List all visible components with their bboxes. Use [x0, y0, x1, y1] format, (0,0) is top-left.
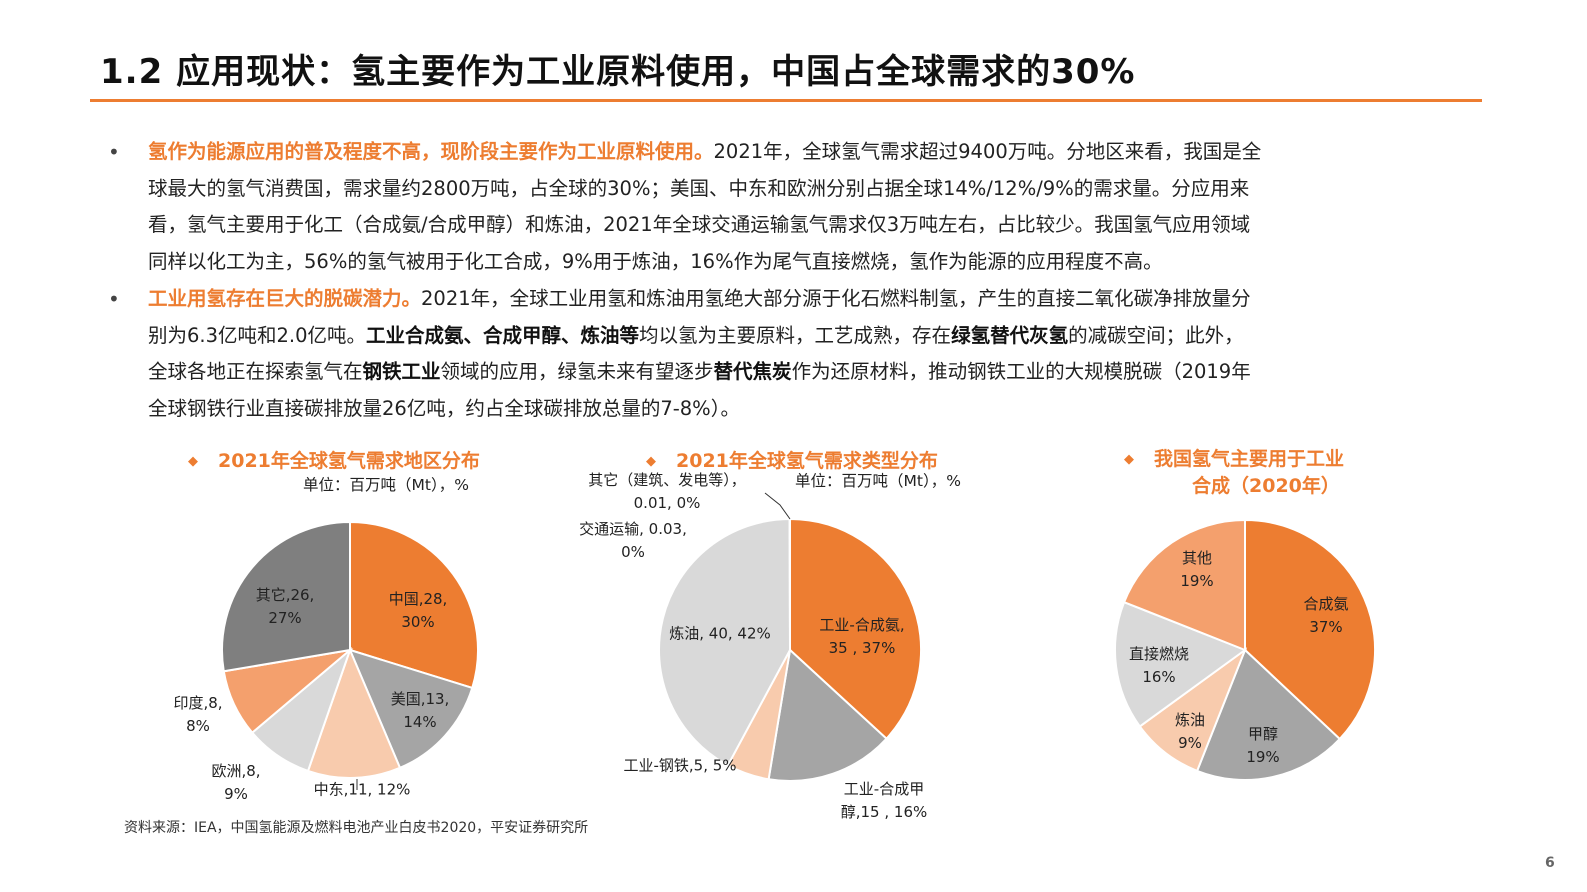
highlight-text: 工业用氢存在巨大的脱碳潜力。: [148, 287, 422, 310]
body-text: 的减碳空间；此外，: [1068, 323, 1244, 347]
body-text: 同样以化工为主，56%的氢气被用于化工合成，9%用于炼油，16%作为尾气直接燃烧…: [148, 249, 1163, 273]
slice-label: 炼油, 40, 42%: [669, 624, 771, 643]
paragraph-line: 全球各地正在探索氢气在钢铁工业领域的应用，绿氢未来有望逐步替代焦炭作为还原材料，…: [148, 354, 1438, 391]
diamond-icon: ◆: [188, 454, 198, 469]
slice-label: 工业-合成甲 醇,15 , 16%: [840, 780, 928, 821]
body-text: 全球钢铁行业直接碳排放量26亿吨，约占全球碳排放总量的7-8%）。: [148, 396, 740, 420]
slice-label: 炼油 9%: [1174, 711, 1206, 752]
chart3-title-wrap: ◆ 我国氢气主要用于工业 合成（2020年）: [1124, 446, 1344, 499]
slice-label: 其它,26, 27%: [255, 586, 315, 627]
bullet-1-text: 氢作为能源应用的普及程度不高，现阶段主要作为工业原料使用。2021年，全球氢气需…: [148, 134, 1438, 280]
page-title: 1.2 应用现状：氢主要作为工业原料使用，中国占全球需求的30%: [100, 52, 1136, 92]
title-underline: [90, 99, 1482, 102]
slice-label: 美国,13, 14%: [390, 690, 450, 731]
slice-label: 其它（建筑、发电等）， 0.01, 0%: [588, 471, 746, 512]
paragraph-line: 同样以化工为主，56%的氢气被用于化工合成，9%用于炼油，16%作为尾气直接燃烧…: [148, 244, 1438, 281]
chart3-title-line2: 合成（2020年）: [1192, 474, 1340, 497]
bullet-list: • 氢作为能源应用的普及程度不高，现阶段主要作为工业原料使用。2021年，全球氢…: [108, 134, 1438, 428]
slice-label: 工业-合成氨, 35 , 37%: [819, 616, 905, 657]
body-text: 别为6.3亿吨和2.0亿吨。: [148, 323, 367, 347]
body-text: 球最大的氢气消费国，需求量约2800万吨，占全球的30%；美国、中东和欧洲分别占…: [148, 176, 1250, 200]
body-text: 2021年，全球氢气需求超过9400万吨。分地区来看，我国是全: [713, 140, 1262, 163]
paragraph-line: 别为6.3亿吨和2.0亿吨。工业合成氨、合成甲醇、炼油等均以氢为主要原料，工艺成…: [148, 318, 1438, 355]
pie-slice: [348, 648, 474, 770]
chart1-title-wrap: ◆ 2021年全球氢气需求地区分布: [188, 446, 480, 473]
paragraph-line: 工业用氢存在巨大的脱碳潜力。2021年，全球工业用氢和炼油用氢绝大部分源于化石燃…: [148, 281, 1438, 318]
highlight-text: 氢作为能源应用的普及程度不高，现阶段主要作为工业原料使用。: [148, 140, 714, 163]
pie-slice: [349, 520, 479, 690]
bullet-2: • 工业用氢存在巨大的脱碳潜力。2021年，全球工业用氢和炼油用氢绝大部分源于化…: [108, 281, 1438, 427]
body-text: 看，氢气主要用于化工（合成氨/合成甲醇）和炼油，2021年全球交通运输氢气需求仅…: [148, 213, 1251, 236]
bullet-dot: •: [108, 140, 120, 164]
chart2-title: 2021年全球氢气需求类型分布: [676, 450, 938, 472]
slice-label: 工业-钢铁,5, 5%: [623, 756, 737, 775]
chart1-title: 2021年全球氢气需求地区分布: [218, 450, 480, 472]
bold-text: 绿氢替代灰氢: [951, 323, 1069, 347]
body-text: 领域的应用，绿氢未来有望逐步: [440, 360, 714, 383]
body-text: 2021年，全球工业用氢和炼油用氢绝大部分源于化石燃料制氢，产生的直接二氧化碳净…: [421, 287, 1251, 310]
diamond-icon: ◆: [646, 454, 656, 469]
bold-text: 钢铁工业: [362, 360, 441, 383]
pie-slice: [1114, 600, 1248, 728]
page-number: 6: [1545, 855, 1555, 871]
body-text: 作为还原材料，推动钢铁工业的大规模脱碳（2019年: [791, 360, 1251, 383]
slice-label: 欧洲,8, 9%: [211, 762, 261, 803]
source-note: 资料来源：IEA，中国氢能源及燃料电池产业白皮书2020，平安证券研究所: [124, 820, 589, 836]
pie-slice: [1244, 518, 1376, 741]
paragraph-line: 球最大的氢气消费国，需求量约2800万吨，占全球的30%；美国、中东和欧洲分别占…: [148, 171, 1438, 208]
body-text: 全球各地正在探索氢气在: [148, 360, 363, 383]
pie-slice: [789, 517, 922, 741]
bullet-2-text: 工业用氢存在巨大的脱碳潜力。2021年，全球工业用氢和炼油用氢绝大部分源于化石燃…: [148, 281, 1438, 427]
chart3-title-line1: 我国氢气主要用于工业: [1154, 448, 1345, 470]
bullet-1: • 氢作为能源应用的普及程度不高，现阶段主要作为工业原料使用。2021年，全球氢…: [108, 134, 1438, 280]
pie-slice: [658, 517, 792, 767]
chart1-unit: 单位：百万吨（Mt），%: [303, 476, 469, 494]
pie-slice: [1122, 518, 1246, 652]
slice-label: 中东,11, 12%: [313, 780, 411, 799]
slice-label: 其他 19%: [1180, 549, 1214, 590]
leader-line: [764, 492, 791, 520]
slice-label: 合成氨 37%: [1303, 595, 1349, 636]
paragraph-line: 看，氢气主要用于化工（合成氨/合成甲醇）和炼油，2021年全球交通运输氢气需求仅…: [148, 207, 1438, 244]
slice-label: 直接燃烧 16%: [1128, 645, 1190, 686]
slice-label: 印度,8, 8%: [173, 694, 223, 735]
chart2-unit: 单位：百万吨（Mt），%: [795, 472, 961, 490]
bullet-dot: •: [108, 287, 120, 311]
slice-label: 中国,28, 30%: [388, 590, 448, 631]
bold-text: 替代焦炭: [713, 360, 792, 383]
chart2-title-wrap: ◆ 2021年全球氢气需求类型分布: [646, 446, 938, 473]
paragraph-line: 氢作为能源应用的普及程度不高，现阶段主要作为工业原料使用。2021年，全球氢气需…: [148, 134, 1438, 171]
pie-slice: [767, 648, 888, 782]
pie-slice: [306, 647, 402, 779]
pie-slice: [221, 520, 351, 673]
body-text: 均以氢为主要原料，工艺成熟，存在: [639, 323, 952, 347]
paragraph-line: 全球钢铁行业直接碳排放量26亿吨，约占全球碳排放总量的7-8%）。: [148, 391, 1438, 428]
slice-label: 交通运输, 0.03, 0%: [579, 520, 687, 561]
bold-text: 工业合成氨、合成甲醇、炼油等: [366, 323, 640, 347]
diamond-icon: ◆: [1124, 451, 1134, 467]
slice-label: 甲醇 19%: [1246, 725, 1280, 766]
